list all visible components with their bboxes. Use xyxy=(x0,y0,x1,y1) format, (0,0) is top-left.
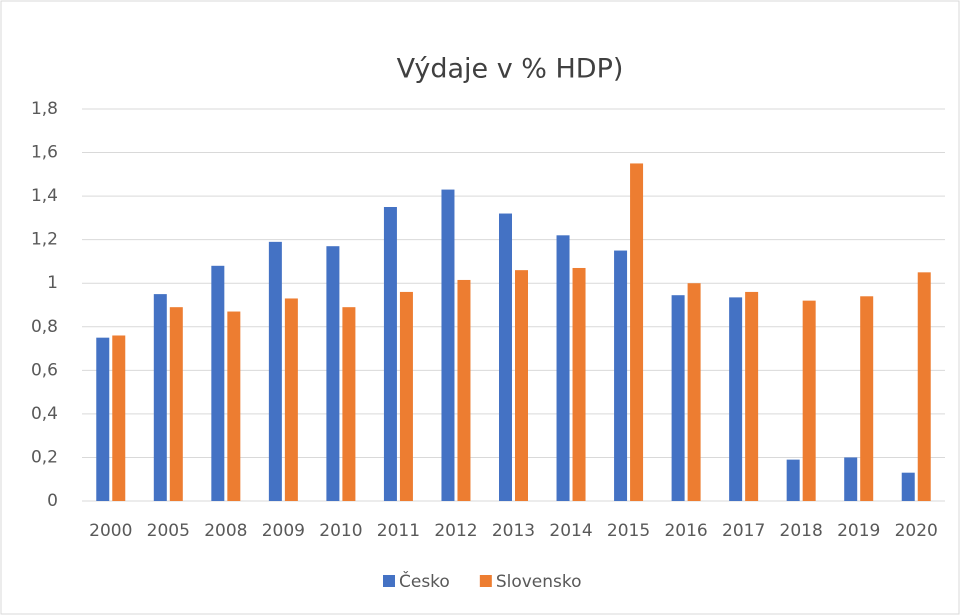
x-tick-label: 2014 xyxy=(549,521,592,541)
y-tick-label: 0 xyxy=(47,491,58,511)
x-tick-label: 2016 xyxy=(664,521,707,541)
bar xyxy=(572,267,586,501)
bar xyxy=(326,246,340,501)
x-tick-label: 2017 xyxy=(722,521,765,541)
y-tick-label: 1,8 xyxy=(31,99,58,119)
bar xyxy=(917,272,931,501)
bar xyxy=(457,279,471,501)
legend-swatch xyxy=(383,575,395,587)
legend-label: Slovensko xyxy=(496,572,582,592)
bar xyxy=(169,307,183,501)
y-tick-label: 0,4 xyxy=(31,404,58,424)
bar xyxy=(112,335,126,501)
bar xyxy=(556,235,570,502)
bar xyxy=(515,270,528,501)
bar xyxy=(901,472,915,501)
bar xyxy=(786,459,800,501)
legend-label: Česko xyxy=(399,570,450,592)
bar xyxy=(844,457,858,501)
y-tick-label: 0,8 xyxy=(31,317,58,337)
bar xyxy=(96,337,110,501)
chart-title: Výdaje v % HDP) xyxy=(397,54,624,85)
bar xyxy=(227,311,241,501)
bar xyxy=(630,163,644,501)
bar xyxy=(284,298,298,501)
x-tick-label: 2018 xyxy=(780,521,823,541)
y-tick-label: 0,6 xyxy=(31,360,58,380)
bar xyxy=(441,189,455,502)
bar xyxy=(860,296,874,501)
bar xyxy=(614,250,628,501)
x-tick-label: 2010 xyxy=(319,521,362,541)
x-tick-label: 2000 xyxy=(89,521,132,541)
bar xyxy=(153,294,167,501)
bar xyxy=(745,291,759,501)
x-tick-label: 2019 xyxy=(837,521,880,541)
y-tick-label: 1,6 xyxy=(31,143,58,163)
bar xyxy=(268,241,282,501)
bar xyxy=(383,207,397,501)
x-tick-label: 2020 xyxy=(895,521,938,541)
x-tick-label: 2015 xyxy=(607,521,650,541)
bar xyxy=(342,307,356,501)
x-tick-label: 2013 xyxy=(492,521,535,541)
x-tick-label: 2005 xyxy=(147,521,190,541)
x-tick-label: 2008 xyxy=(204,521,247,541)
y-tick-label: 1,2 xyxy=(31,230,58,250)
y-tick-label: 0,2 xyxy=(31,447,58,467)
bar xyxy=(499,213,512,502)
y-tick-label: 1,4 xyxy=(31,186,58,206)
x-tick-label: 2011 xyxy=(377,521,420,541)
bar xyxy=(211,265,225,501)
legend-swatch xyxy=(479,575,492,587)
bar xyxy=(729,297,743,501)
bar xyxy=(802,300,816,501)
x-tick-label: 2009 xyxy=(262,521,305,541)
bar xyxy=(671,295,685,501)
bar xyxy=(399,291,413,501)
bar xyxy=(687,283,701,501)
x-tick-label: 2012 xyxy=(434,521,477,541)
y-tick-label: 1 xyxy=(47,273,58,293)
